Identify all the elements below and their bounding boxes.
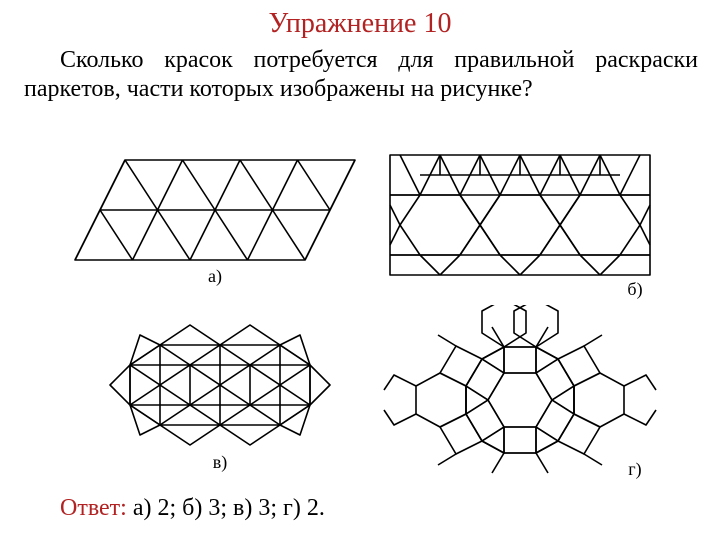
answer-label: Ответ: — [60, 495, 127, 521]
figure-b: б) — [380, 145, 670, 305]
figure-c: в) — [100, 310, 360, 480]
figure-c-label: в) — [213, 452, 228, 473]
page-title: Упражнение 10 — [0, 8, 720, 40]
figure-d: г) — [380, 305, 670, 485]
figure-b-label: б) — [627, 279, 642, 300]
figure-a: а) — [70, 150, 370, 300]
figure-d-label: г) — [628, 459, 641, 480]
question-text: Сколько красок потребуется для правильно… — [24, 46, 698, 105]
figures-container: а) — [70, 150, 670, 480]
answer-line: Ответ: а) 2; б) 3; в) 3; г) 2. — [60, 495, 325, 522]
figure-a-label: а) — [208, 266, 222, 287]
answer-text: а) 2; б) 3; в) 3; г) 2. — [127, 495, 325, 521]
